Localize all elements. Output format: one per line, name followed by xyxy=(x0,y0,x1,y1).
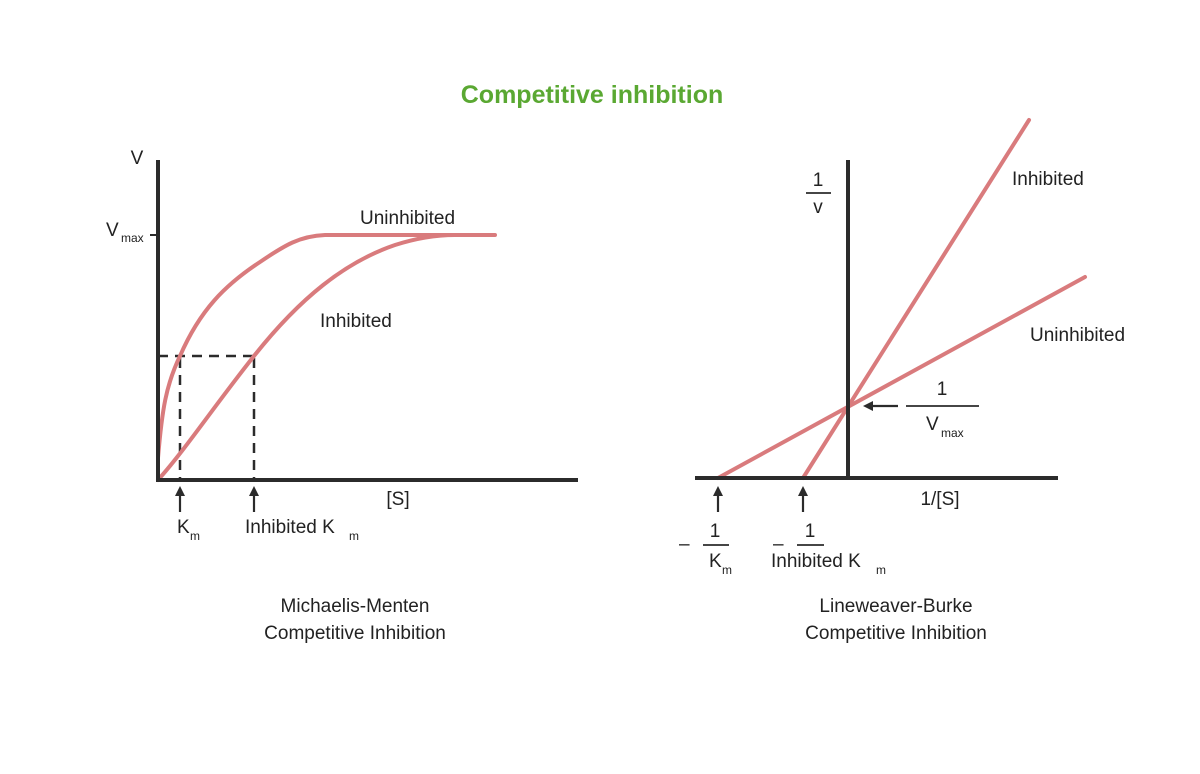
uninhibited-curve xyxy=(156,233,497,460)
lb-y-axis-label-den: v xyxy=(813,197,823,218)
neg-inhibited-km-den-main: Inhibited K xyxy=(771,551,861,572)
lb-y-axis-label-num: 1 xyxy=(813,170,824,191)
lb-caption-line-1: Lineweaver-Burke xyxy=(819,596,972,617)
km-label-main: K xyxy=(177,517,190,538)
mm-x-axis-label: [S] xyxy=(386,489,409,510)
figure-title: Competitive inhibition xyxy=(461,81,724,109)
lb-caption-line-2: Competitive Inhibition xyxy=(805,623,987,644)
vmax-intercept-den-sub: max xyxy=(941,426,964,440)
neg-km-sign: – xyxy=(679,534,690,555)
neg-km-label: – 1 K m xyxy=(679,521,732,577)
inhibited-curve xyxy=(156,233,457,482)
mm-y-axis-label: V xyxy=(131,148,144,169)
lineweaver-burke-panel: 1 v Inhibited Uninhibited 1/[S] 1 V max … xyxy=(679,118,1125,644)
inhibited-km-label: Inhibited K m xyxy=(245,517,359,543)
mm-caption-line-1: Michaelis-Menten xyxy=(281,596,430,617)
lb-inhibited-line xyxy=(801,118,1031,480)
vmax-intercept-den-main: V xyxy=(926,414,939,435)
neg-inhibited-km-label: – 1 Inhibited K m xyxy=(771,521,886,577)
mm-inhibited-label: Inhibited xyxy=(320,311,392,332)
neg-km-num: 1 xyxy=(710,521,721,542)
neg-km-den-main: K xyxy=(709,551,722,572)
lb-y-axis-label: 1 v xyxy=(806,170,831,218)
neg-inhibited-km-sign: – xyxy=(773,534,784,555)
lb-x-axis-label: 1/[S] xyxy=(920,489,959,510)
neg-km-den-sub: m xyxy=(722,563,732,577)
vmax-intercept-num: 1 xyxy=(937,379,948,400)
neg-km-arrow-head xyxy=(713,486,723,496)
lb-uninhibited-line xyxy=(716,275,1087,480)
inhibited-km-arrow-head xyxy=(249,486,259,496)
km-label-sub: m xyxy=(190,529,200,543)
vmax-label-sub: max xyxy=(121,231,144,245)
inhibited-km-label-main: Inhibited K xyxy=(245,517,335,538)
km-label: K m xyxy=(177,517,200,543)
inhibited-km-label-sub: m xyxy=(349,529,359,543)
vmax-label-main: V xyxy=(106,220,119,241)
lb-inhibited-label: Inhibited xyxy=(1012,169,1084,190)
michaelis-menten-panel: V V max Uninhibited Inhibited [S] K m In… xyxy=(106,148,578,644)
mm-uninhibited-label: Uninhibited xyxy=(360,208,455,229)
neg-inhibited-km-arrow-head xyxy=(798,486,808,496)
lb-uninhibited-label: Uninhibited xyxy=(1030,325,1125,346)
km-arrow-head xyxy=(175,486,185,496)
vmax-label: V max xyxy=(106,220,144,245)
mm-caption-line-2: Competitive Inhibition xyxy=(264,623,446,644)
vmax-intercept-arrow-head xyxy=(863,401,873,411)
neg-inhibited-km-den-sub: m xyxy=(876,563,886,577)
vmax-intercept-label: 1 V max xyxy=(906,379,979,440)
neg-inhibited-km-num: 1 xyxy=(805,521,816,542)
